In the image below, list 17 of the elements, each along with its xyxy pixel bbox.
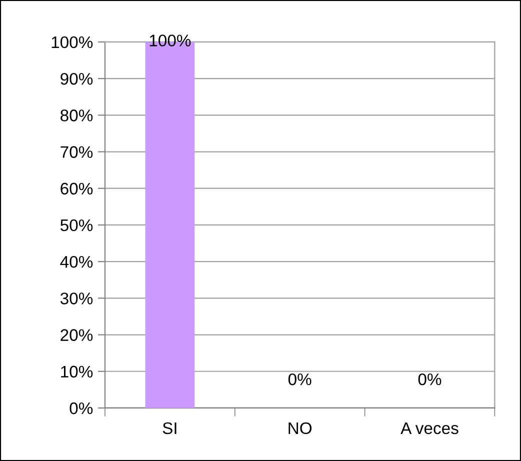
y-tick-label: 0%	[70, 402, 93, 414]
x-tick-label: SI	[162, 422, 176, 434]
y-tick-label: 10%	[61, 366, 93, 378]
y-tick-label: 40%	[60, 256, 93, 268]
y-tick-label: 100%	[52, 36, 93, 48]
y-tick-label: 80%	[60, 110, 93, 122]
y-tick-label: 50%	[60, 219, 93, 232]
data-label: 0%	[418, 373, 442, 386]
y-tick-label: 70%	[60, 146, 93, 158]
data-label: 0%	[288, 373, 312, 386]
data-label: 100%	[150, 34, 191, 46]
y-tick-label: 30%	[60, 292, 93, 304]
x-tick-label: NO	[288, 422, 312, 434]
y-tick-label: 20%	[60, 329, 93, 341]
x-tick-label: A veces	[400, 422, 458, 434]
y-tick-label: 90%	[60, 72, 93, 85]
y-tick-label: 60%	[60, 182, 93, 195]
